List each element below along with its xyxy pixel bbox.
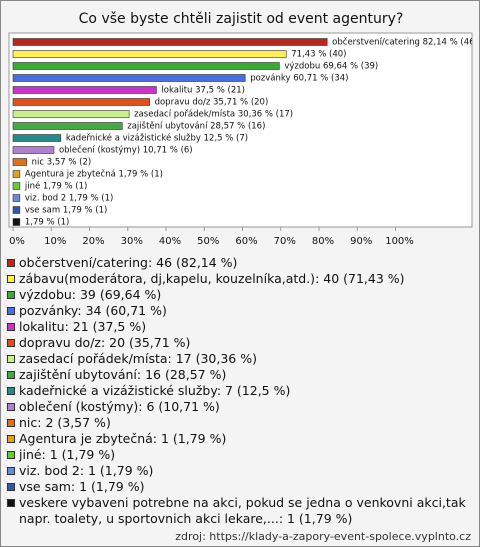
legend-label: zasedací pořádek/místa: 17 (30,36 %) — [19, 351, 257, 366]
bar-label: občerstvení/catering 82,14 % (46) — [332, 37, 478, 48]
bar — [12, 182, 21, 190]
legend-item: nic: 2 (3,57 %) — [7, 415, 471, 431]
legend-label: kadeřnické a vizážistické služby: 7 (12,… — [19, 383, 291, 398]
bar — [12, 146, 55, 154]
bar — [12, 206, 21, 214]
legend-item: zasedací pořádek/místa: 17 (30,36 %) — [7, 351, 471, 367]
legend-swatch — [7, 291, 15, 299]
legend-item: kadeřnické a vizážistické služby: 7 (12,… — [7, 383, 471, 399]
bar-label: nic 3,57 % (2) — [32, 158, 92, 168]
legend-item: občerstvení/catering: 46 (82,14 %) — [7, 255, 471, 271]
legend-swatch — [7, 435, 15, 443]
legend-swatch — [7, 323, 15, 331]
legend-swatch — [7, 275, 15, 283]
legend-swatch — [7, 483, 15, 491]
legend-swatch — [7, 355, 15, 363]
legend-label: zajištění ubytování: 16 (28,57 %) — [19, 367, 227, 382]
legend-swatch — [7, 307, 15, 315]
legend-swatch — [7, 371, 15, 379]
legend-swatch — [7, 259, 15, 267]
chart-title: Co vše byste chtěli zajistit od event ag… — [79, 11, 404, 27]
legend-item: veskere vybaveni potrebne na akci, pokud… — [7, 495, 471, 527]
legend-swatch — [7, 451, 15, 459]
legend-item: vse sam: 1 (1,79 %) — [7, 479, 471, 495]
legend-item: Agentura je zbytečná: 1 (1,79 %) — [7, 431, 471, 447]
bar — [12, 122, 123, 130]
x-tick-label: 100% — [385, 236, 414, 247]
legend-label: občerstvení/catering: 46 (82,14 %) — [19, 255, 238, 270]
bar-label: zasedací pořádek/místa 30,36 % (17) — [134, 110, 293, 120]
legend-label: Agentura je zbytečná: 1 (1,79 %) — [19, 431, 227, 446]
x-tick-label: 60% — [235, 236, 257, 247]
legend-item: viz. bod 2: 1 (1,79 %) — [7, 463, 471, 479]
bar — [12, 98, 150, 106]
x-tick-label: 0% — [9, 236, 25, 247]
legend-item: výzdobu: 39 (69,64 %) — [7, 287, 471, 303]
legend-swatch — [7, 339, 15, 347]
bar — [12, 62, 280, 70]
bar — [12, 134, 62, 142]
legend-item: pozvánky: 34 (60,71 %) — [7, 303, 471, 319]
x-tick-label: 50% — [197, 236, 219, 247]
legend-label: výzdobu: 39 (69,64 %) — [19, 287, 162, 302]
legend-swatch — [7, 467, 15, 475]
bar-label: oblečení (kostýmy) 10,71 % (6) — [59, 145, 193, 156]
bar-label: 1,79 % (1) — [25, 218, 69, 228]
legend-swatch — [7, 387, 15, 395]
legend-item: jiné: 1 (1,79 %) — [7, 447, 471, 463]
bar — [12, 110, 130, 118]
bar — [12, 38, 328, 46]
x-tick-label: 40% — [159, 236, 181, 247]
bar-label: Agentura je zbytečná 1,79 % (1) — [25, 169, 163, 180]
bar-label: kadeřnické a vizážistické služby 12,5 % … — [66, 133, 248, 144]
bar-label: dopravu do/z 35,71 % (20) — [155, 98, 269, 108]
source: zdroj: https://klady-a-zapory-event-spol… — [175, 530, 471, 543]
legend-item: zábavu(moderátora, dj,kapelu, kouzelníka… — [7, 271, 471, 287]
bar — [12, 218, 21, 226]
chart: Co vše byste chtěli zajistit od event ag… — [8, 11, 478, 247]
legend-swatch — [7, 403, 15, 411]
legend-label: viz. bod 2: 1 (1,79 %) — [19, 463, 154, 478]
bar — [12, 170, 21, 178]
bar — [12, 86, 157, 94]
bar — [12, 50, 287, 58]
legend-swatch — [7, 419, 15, 427]
bar — [12, 158, 27, 166]
legend-label: dopravu do/z: 20 (35,71 %) — [19, 335, 191, 350]
bars: občerstvení/catering 82,14 % (46) 71,43 %… — [12, 37, 478, 228]
bar — [12, 194, 21, 202]
legend-label: lokalitu: 21 (37,5 %) — [19, 319, 147, 334]
legend-label: zábavu(moderátora, dj,kapelu, kouzelníka… — [19, 271, 405, 286]
bar — [12, 74, 246, 82]
bar-label: pozvánky 60,71 % (34) — [250, 74, 348, 84]
legend-item: zajištění ubytování: 16 (28,57 %) — [7, 367, 471, 383]
bar-label: viz. bod 2 1,79 % (1) — [25, 194, 114, 204]
x-tick-label: 10% — [44, 236, 66, 247]
legend-label: nic: 2 (3,57 %) — [19, 415, 111, 430]
x-tick-label: 70% — [274, 236, 296, 247]
bar-label: lokalitu 37,5 % (21) — [161, 86, 245, 96]
legend-item: lokalitu: 21 (37,5 %) — [7, 319, 471, 335]
legend-label: veskere vybaveni potrebne na akci, pokud… — [19, 495, 466, 526]
bar-label: vse sam 1,79 % (1) — [25, 206, 107, 216]
legend-label: pozvánky: 34 (60,71 %) — [19, 303, 167, 318]
x-tick-label: 90% — [350, 236, 372, 247]
bar-label: výzdobu 69,64 % (39) — [284, 62, 378, 72]
x-tick-label: 30% — [121, 236, 143, 247]
legend-label: oblečení (kostýmy): 6 (10,71 %) — [19, 399, 220, 414]
bar-label: 71,43 % (40) — [291, 50, 346, 60]
legend-item: oblečení (kostýmy): 6 (10,71 %) — [7, 399, 471, 415]
x-tick-label: 20% — [82, 236, 104, 247]
legend-item: dopravu do/z: 20 (35,71 %) — [7, 335, 471, 351]
legend-swatch — [7, 499, 15, 507]
legend: občerstvení/catering: 46 (82,14 %) zábavu… — [7, 255, 471, 527]
legend-label: vse sam: 1 (1,79 %) — [19, 479, 145, 494]
x-tick-label: 80% — [312, 236, 334, 247]
bar-label: zajištění ubytování 28,57 % (16) — [127, 121, 265, 132]
bar-label: jiné 1,79 % (1) — [24, 181, 88, 192]
legend-label: jiné: 1 (1,79 %) — [19, 447, 116, 462]
